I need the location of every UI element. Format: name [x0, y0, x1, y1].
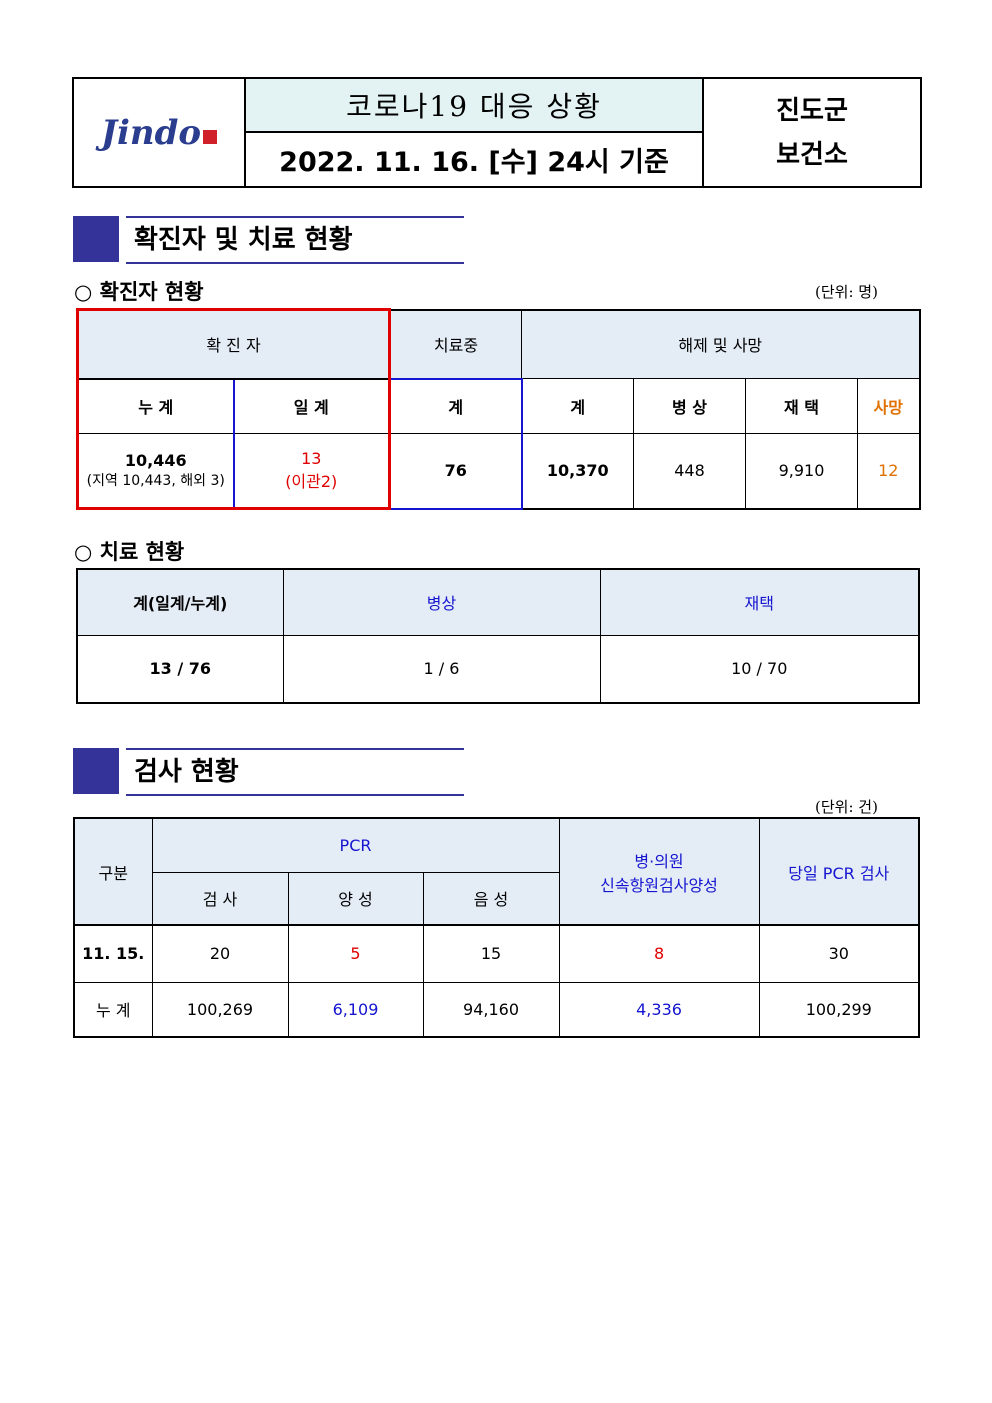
cumulative-value: 10,446	[124, 451, 187, 470]
daily-pcr-value: 30	[758, 924, 920, 983]
header-hospital: 병상	[282, 568, 601, 636]
table-row: 누 계 100,269 6,109 94,160 4,336 100,299	[73, 981, 920, 1038]
header-rapid-line1: 병·의원	[634, 851, 684, 871]
header-daily-pcr: 당일 PCR 검사	[758, 817, 920, 926]
header-treating: 치료중	[389, 309, 522, 379]
header-treating-total: 계	[389, 377, 523, 434]
daily-value: 13	[301, 449, 322, 468]
negative-value: 15	[422, 924, 560, 983]
subsection-title: ○ 확진자 현황	[74, 280, 204, 304]
unit-label: (단위: 건)	[815, 798, 878, 816]
header-confirmed: 확 진 자	[76, 308, 391, 380]
header-released-total: 계	[521, 378, 634, 434]
positive-value: 6,109	[287, 981, 424, 1038]
negative-value: 94,160	[422, 981, 560, 1038]
rapid-value: 8	[558, 924, 760, 983]
header-positive: 양 성	[287, 871, 424, 926]
unit-label: (단위: 명)	[815, 283, 878, 301]
confirmed-table: 확 진 자 치료중 해제 및 사망 누 계 일 계 계 계 병 상 재 택 사망…	[76, 308, 921, 510]
section-marker	[73, 216, 119, 262]
table-row: 11. 15. 20 5 15 8 30	[73, 924, 920, 983]
daily-cell: 13 (이관2)	[233, 433, 391, 510]
hospital-value: 1 / 6	[282, 634, 601, 704]
report-date: 2022. 11. 16. [수] 24시 기준	[244, 131, 704, 188]
home-value: 10 / 70	[599, 634, 920, 704]
header-rapid-line2: 신속항원검사양성	[600, 875, 718, 895]
header-test: 검 사	[151, 871, 289, 926]
org-line1: 진도군	[776, 95, 848, 126]
section-title: 확진자 및 치료 현황	[126, 216, 464, 264]
home-value: 9,910	[745, 433, 858, 509]
header-category: 구분	[73, 817, 153, 926]
org-line2: 보건소	[776, 139, 848, 170]
total-value: 13 / 76	[76, 634, 284, 704]
daily-pcr-value: 100,299	[758, 981, 920, 1038]
jindo-logo: Jindo	[100, 112, 202, 153]
cumulative-detail: (지역 10,443, 해외 3)	[86, 473, 225, 489]
row-label: 11. 15.	[73, 924, 153, 983]
test-value: 100,269	[151, 981, 289, 1038]
daily-detail: (이관2)	[285, 472, 338, 491]
header-cumulative: 누 계	[76, 377, 235, 434]
death-value: 12	[856, 433, 921, 509]
header-daily: 일 계	[233, 378, 391, 434]
subsection-title: ○ 치료 현황	[74, 540, 185, 564]
header-death: 사망	[856, 378, 921, 434]
header-released: 해제 및 사망	[520, 309, 921, 379]
header-home: 재 택	[745, 378, 858, 434]
hospital-value: 448	[633, 433, 746, 509]
header-home: 재택	[599, 568, 920, 636]
report-title: 코로나19 대응 상황	[244, 77, 704, 133]
cumulative-cell: 10,446 (지역 10,443, 해외 3)	[76, 433, 235, 510]
row-label: 누 계	[73, 981, 153, 1038]
treatment-table: 계(일계/누계) 병상 재택 13 / 76 1 / 6 10 / 70	[76, 568, 920, 704]
logo: Jindo	[72, 77, 246, 188]
positive-value: 5	[287, 924, 424, 983]
rapid-value: 4,336	[558, 981, 760, 1038]
section-marker	[73, 748, 119, 794]
treating-value: 76	[389, 433, 523, 510]
section-title: 검사 현황	[126, 748, 464, 796]
test-value: 20	[151, 924, 289, 983]
header-negative: 음 성	[422, 871, 560, 926]
header-total: 계(일계/누계)	[76, 568, 284, 636]
released-total-value: 10,370	[521, 433, 634, 509]
header-hospital: 병 상	[633, 378, 746, 434]
header-pcr: PCR	[151, 817, 560, 873]
